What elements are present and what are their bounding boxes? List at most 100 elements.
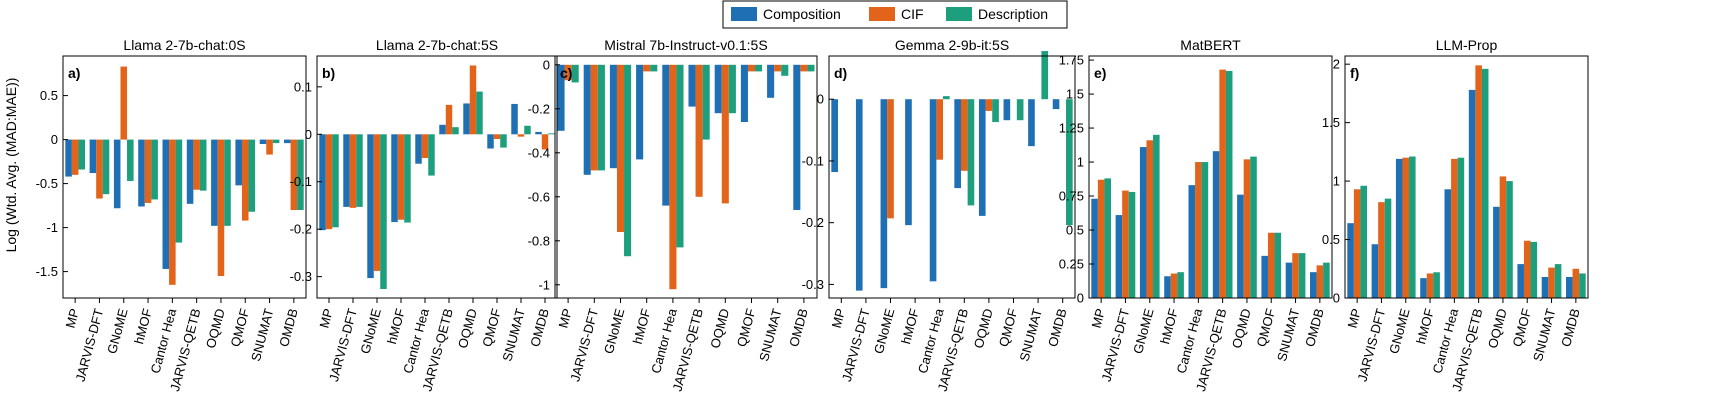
bar-cif-omdb bbox=[1316, 265, 1324, 298]
y-tick-label: 0.75 bbox=[1059, 189, 1084, 204]
y-tick-label: -1.5 bbox=[36, 264, 58, 279]
y-tick-label: -0.2 bbox=[528, 101, 550, 116]
x-tick-label-mp: MP bbox=[555, 307, 575, 330]
bar-cif-jarvis-dft bbox=[349, 134, 357, 208]
y-tick-label: 0.5 bbox=[1066, 223, 1084, 238]
x-tick-label-mp: MP bbox=[316, 307, 336, 330]
bar-description-qmof bbox=[1016, 99, 1024, 121]
bar-composition-jarvis-dft bbox=[1371, 244, 1379, 298]
bar-cif-cantor-hea bbox=[1195, 162, 1202, 298]
x-tick-label-mp: MP bbox=[1345, 307, 1365, 330]
bar-composition-cantor-hea bbox=[662, 64, 670, 206]
panel-label: b) bbox=[322, 65, 335, 81]
bar-composition-qmof bbox=[1003, 99, 1011, 121]
bar-composition-snumat bbox=[259, 139, 267, 144]
bar-composition-gnome bbox=[367, 134, 374, 279]
bar-composition-gnome bbox=[1395, 158, 1403, 298]
bar-description-jarvis-qetb bbox=[452, 127, 459, 135]
bar-description-mp bbox=[332, 134, 339, 228]
bar-composition-jarvis-dft bbox=[1115, 215, 1123, 298]
y-tick-label: 0 bbox=[1077, 291, 1084, 306]
bar-description-jarvis-dft bbox=[597, 64, 605, 171]
x-tick-label-gnome: GNoME bbox=[357, 307, 384, 356]
bar-composition-gnome bbox=[609, 64, 617, 169]
bar-description-omdb bbox=[297, 139, 304, 210]
plot-frame bbox=[1088, 55, 1333, 299]
bar-description-oqmd bbox=[1250, 156, 1257, 298]
bar-cif-snumat bbox=[517, 134, 525, 137]
bar-cif-hmof bbox=[1170, 273, 1178, 298]
bar-cif-gnome bbox=[616, 64, 625, 232]
panels: Llama 2-7b-chat:0S0.50-0.5-1-1.5MPJARVIS… bbox=[36, 37, 1589, 393]
bar-cif-qmof bbox=[747, 64, 756, 72]
x-tick-label-qmof: QMOF bbox=[1254, 307, 1279, 349]
y-tick-label: -1 bbox=[46, 220, 58, 235]
bar-cif-qmof bbox=[241, 139, 249, 221]
bar-composition-qmof bbox=[1517, 264, 1524, 298]
y-tick-label: 0.5 bbox=[40, 88, 58, 103]
bar-composition-omdb bbox=[1310, 272, 1317, 298]
bar-description-jarvis-dft bbox=[356, 134, 363, 207]
y-tick-label: 0.25 bbox=[1059, 257, 1084, 272]
bar-description-qmof bbox=[248, 139, 256, 212]
bar-cif-gnome bbox=[1146, 140, 1154, 298]
panel-title: Gemma 2-9b-it:5S bbox=[895, 37, 1009, 53]
bar-cif-jarvis-dft bbox=[1122, 190, 1129, 298]
x-tick-label-snumat: SNUMAT bbox=[1274, 307, 1302, 363]
bar-cif-mp bbox=[325, 134, 333, 230]
bar-description-hmof bbox=[650, 64, 658, 72]
bar-description-mp bbox=[1360, 185, 1367, 298]
x-tick-label-mp: MP bbox=[829, 307, 849, 330]
bar-description-snumat bbox=[272, 139, 280, 144]
bar-cif-jarvis-dft bbox=[96, 139, 103, 199]
y-tick-label: 2 bbox=[1333, 57, 1340, 72]
bar-description-hmof bbox=[404, 134, 411, 223]
x-tick-label-oqmd: OQMD bbox=[203, 307, 228, 350]
y-tick-label: -0.2 bbox=[290, 222, 312, 237]
bar-composition-jarvis-dft bbox=[89, 139, 97, 174]
bar-cif-qmof bbox=[493, 134, 501, 140]
bar-composition-gnome bbox=[113, 139, 121, 209]
bar-cif-cantor-hea bbox=[1451, 158, 1458, 298]
y-tick-label: -0.2 bbox=[802, 215, 824, 230]
bar-description-mp bbox=[1104, 178, 1111, 298]
bar-description-qmof bbox=[755, 64, 763, 72]
bar-cif-jarvis-dft bbox=[590, 64, 598, 171]
bar-cif-mp bbox=[1097, 179, 1105, 298]
bar-composition-mp bbox=[319, 134, 326, 231]
panel-title: Llama 2-7b-chat:5S bbox=[376, 37, 498, 53]
y-tick-label: -1 bbox=[538, 277, 550, 292]
panel-4: Gemma 2-9b-it:5S0-0.1-0.2-0.3MPJARVIS-DF… bbox=[802, 37, 1076, 393]
bar-cif-snumat bbox=[266, 139, 273, 155]
y-tick-label: -0.1 bbox=[290, 174, 312, 189]
x-tick-label-snumat: SNUMAT bbox=[248, 307, 276, 363]
x-tick-label-qmof: QMOF bbox=[228, 307, 253, 349]
bar-composition-jarvis-qetb bbox=[186, 139, 194, 204]
x-tick-label-qmof: QMOF bbox=[1510, 307, 1535, 349]
x-tick-label-snumat: SNUMAT bbox=[1530, 307, 1558, 363]
x-tick-label-oqmd: OQMD bbox=[1485, 307, 1510, 350]
bar-cif-cantor-hea bbox=[421, 134, 429, 159]
x-tick-label-omdb: OMDB bbox=[1558, 307, 1583, 349]
bar-description-cantor-hea bbox=[943, 96, 950, 100]
bar-description-omdb bbox=[1579, 273, 1586, 298]
bar-description-oqmd bbox=[992, 99, 999, 123]
y-tick-label: 0 bbox=[51, 132, 58, 147]
bar-composition-qmof bbox=[235, 139, 242, 186]
x-tick-label-oqmd: OQMD bbox=[1229, 307, 1254, 350]
x-tick-label-hmof: hMOF bbox=[1157, 307, 1181, 346]
panel-title: Mistral 7b-Instruct-v0.1:5S bbox=[604, 37, 767, 53]
bar-description-omdb bbox=[807, 64, 815, 72]
panel-label: a) bbox=[68, 65, 80, 81]
x-tick-label-qmof: QMOF bbox=[479, 307, 504, 349]
x-tick-label-hmof: hMOF bbox=[1413, 307, 1437, 346]
bar-composition-cantor-hea bbox=[1188, 185, 1196, 298]
bar-composition-qmof bbox=[487, 134, 494, 149]
bar-description-qmof bbox=[1274, 232, 1282, 298]
bar-description-cantor-hea bbox=[175, 139, 183, 243]
bar-composition-cantor-hea bbox=[1444, 189, 1452, 298]
legend-swatch-description bbox=[946, 7, 972, 21]
y-tick-label: 0 bbox=[817, 92, 824, 107]
y-tick-label: -0.4 bbox=[528, 145, 550, 160]
y-tick-label: -0.8 bbox=[528, 233, 550, 248]
